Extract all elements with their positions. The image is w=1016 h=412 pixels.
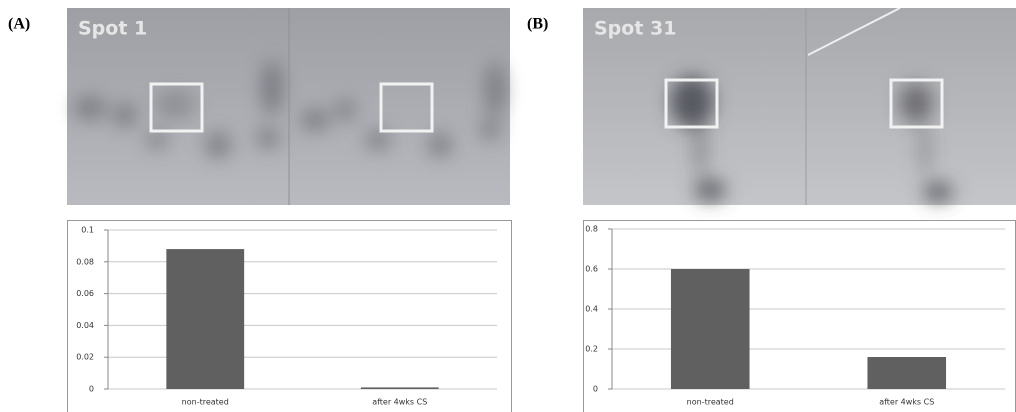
y-tick-label: 0.06 <box>76 289 94 298</box>
y-tick-label: 0 <box>593 385 598 394</box>
x-tick-label: after 4wks CS <box>879 398 934 407</box>
y-tick-label: 0 <box>89 385 94 394</box>
x-tick-label: non-treated <box>687 398 734 407</box>
y-tick-label: 0.02 <box>76 353 94 362</box>
spot-label: Spot 31 <box>594 18 676 40</box>
panel-label: (A) <box>8 16 30 33</box>
y-tick-label: 0.2 <box>585 345 598 354</box>
figure: (A) Spot 1 0 0.02 0.04 0.06 0.08 0.1 non-treated… <box>0 0 1016 412</box>
spot-label: Spot 1 <box>78 18 147 40</box>
bar <box>867 357 946 389</box>
y-tick-label: 0.4 <box>585 305 598 314</box>
bar <box>671 269 750 389</box>
bar <box>166 249 244 389</box>
y-tick-label: 0.08 <box>76 257 94 266</box>
x-tick-label: non-treated <box>182 398 229 407</box>
chart-frame <box>68 221 512 412</box>
bar <box>361 387 439 389</box>
x-tick-label: after 4wks CS <box>372 398 427 407</box>
panel-label: (B) <box>527 16 548 33</box>
y-tick-label: 0.6 <box>585 265 598 274</box>
y-tick-label: 0.8 <box>585 225 598 234</box>
y-tick-label: 0.04 <box>76 321 94 330</box>
chart-frame <box>584 221 1016 412</box>
y-tick-label: 0.1 <box>81 226 94 235</box>
